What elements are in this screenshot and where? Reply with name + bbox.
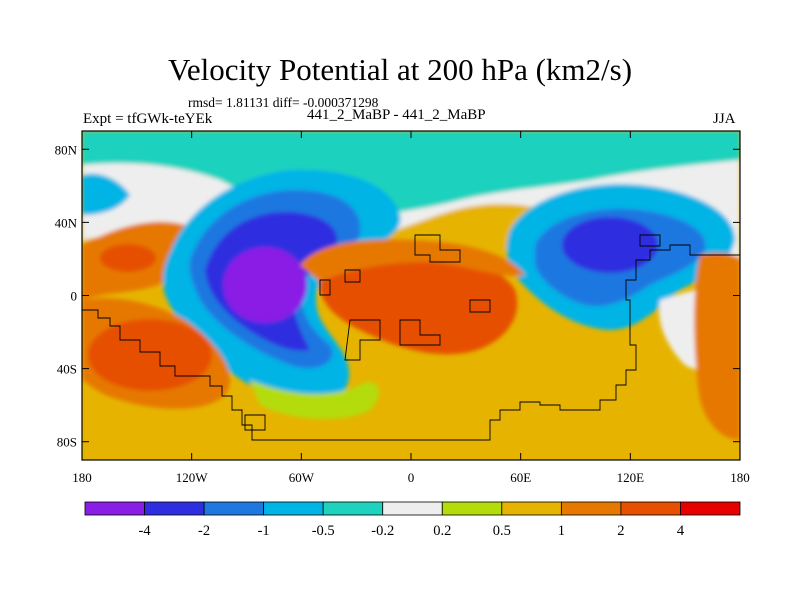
- fill-cyan-westedge: [82, 173, 130, 215]
- lat-tick-label: 0: [71, 289, 78, 304]
- colorbar-label: -2: [198, 523, 210, 539]
- lon-tick-label: 180: [72, 470, 92, 485]
- fill-red-sw: [88, 319, 212, 391]
- colorbar-swatch: [501, 501, 562, 516]
- stats-text: rmsd= 1.81131 diff= -0.000371298: [188, 95, 379, 110]
- fill-orange-east-edge: [694, 252, 740, 440]
- lat-tick-label: 80S: [57, 435, 77, 450]
- longitude-axis: 180 120W 60W 0 60E 120E 180: [72, 131, 750, 485]
- colorbar-label: 4: [677, 523, 685, 539]
- coast-outline-4: [244, 234, 661, 431]
- colorbar-label: 0.5: [493, 523, 511, 539]
- coastlines: [82, 234, 740, 441]
- fill-orange-africa: [300, 239, 525, 282]
- colorbar-swatch: [620, 501, 681, 516]
- lon-tick-label: 60E: [510, 470, 531, 485]
- coast-outline-2: [319, 269, 381, 361]
- fill-teal-north: [82, 131, 740, 221]
- fill-green-south: [250, 380, 379, 420]
- fill-red-nw: [100, 244, 156, 272]
- colorbar-label: 1: [558, 523, 565, 539]
- latitude-axis: 80N 40N 0 40S 80S: [55, 142, 740, 450]
- colorbar-swatch: [560, 501, 622, 516]
- experiment-label: Expt = tfGWk-teYEk: [83, 111, 213, 127]
- lat-tick-label: 40N: [55, 215, 78, 230]
- season-label: JJA: [713, 111, 736, 127]
- colorbar-label: 2: [617, 523, 624, 539]
- coast-outline-1: [82, 244, 740, 441]
- colorbar-swatch: [203, 501, 265, 516]
- colorbar-label: -0.2: [371, 523, 394, 539]
- colorbar-swatch: [84, 501, 145, 516]
- fill-purple-min: [223, 247, 307, 323]
- contour-fill: [82, 131, 740, 460]
- colorbar-label: -0.5: [312, 523, 335, 539]
- fill-red-africa: [319, 251, 518, 355]
- lat-tick-label: 80N: [55, 142, 78, 157]
- coast-outline-3: [399, 234, 491, 346]
- colorbar-swatch: [382, 501, 443, 516]
- colorbar-label: -4: [138, 523, 151, 539]
- colorbar-swatch: [263, 501, 324, 516]
- lon-tick-label: 120W: [176, 470, 209, 485]
- lon-tick-label: 120E: [617, 470, 645, 485]
- colorbar-swatch: [680, 501, 741, 516]
- case-label: 441_2_MaBP - 441_2_MaBP: [307, 107, 486, 123]
- colorbar-label: -1: [258, 523, 270, 539]
- colorbar-swatch: [441, 501, 503, 516]
- lon-tick-label: 60W: [289, 470, 315, 485]
- colorbar-swatch: [144, 501, 205, 516]
- colorbar-swatch: [322, 501, 384, 516]
- lat-tick-label: 40S: [57, 362, 77, 377]
- lon-tick-label: 180: [730, 470, 750, 485]
- lon-tick-label: 0: [408, 470, 415, 485]
- fill-darkblue-asia: [562, 217, 658, 273]
- colorbar: -4 -2 -1 -0.5 -0.2 0.2 0.5 1 2 4: [84, 501, 741, 539]
- colorbar-label: 0.2: [433, 523, 451, 539]
- plot-title: Velocity Potential at 200 hPa (km2/s): [167, 52, 633, 87]
